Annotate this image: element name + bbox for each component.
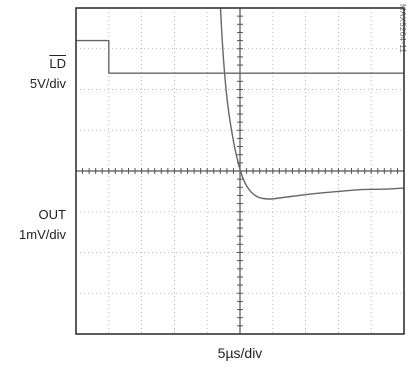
time-scale-label: 5µs/div [217, 345, 263, 361]
trace-ld [76, 39, 404, 74]
trace-out [219, 8, 404, 200]
plot-frame [75, 7, 405, 335]
channel-ld-scale: 5V/div [29, 76, 66, 91]
figure-reference: MAX5264-11 [398, 4, 407, 54]
traces [76, 8, 404, 200]
channel-ld-label: LD [49, 56, 66, 71]
channel-out-label: OUT [38, 207, 66, 222]
channel-out-scale: 1mV/div [19, 227, 66, 242]
